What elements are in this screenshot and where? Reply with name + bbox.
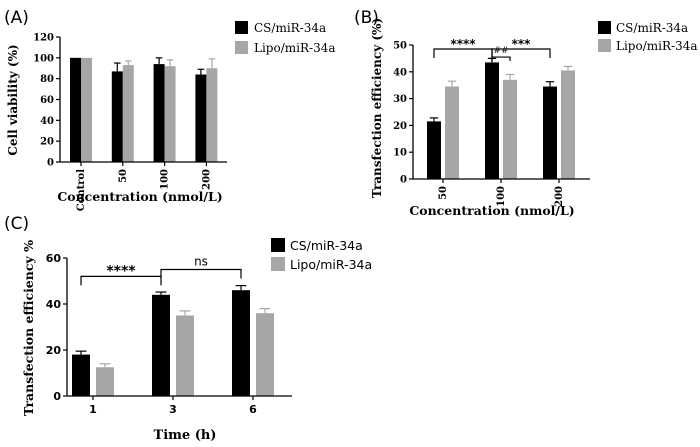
y-tick-label: 120: [33, 33, 54, 44]
x-tick-label: 6: [249, 403, 257, 416]
panel-b-label: (B): [354, 8, 379, 28]
legend-swatch-cs: [271, 238, 285, 252]
bar-lipo-mir-34a-200: [206, 68, 218, 162]
y-tick-label: 0: [400, 175, 407, 186]
significance-label: ****: [450, 37, 476, 51]
legend-label-lipo: Lipo/miR-34a: [616, 39, 698, 53]
legend-swatch-lipo: [271, 257, 285, 271]
bar-lipo-mir-34a-200: [561, 70, 575, 179]
y-tick-label: 40: [40, 116, 54, 127]
y-tick-label: 40: [46, 298, 62, 311]
significance-bracket: [491, 48, 551, 59]
bar-cs-mir-34a-100: [485, 62, 499, 179]
significance-label: ***: [512, 37, 532, 51]
bar-lipo-mir-34a-3: [176, 315, 194, 396]
bar-lipo-mir-34a-6: [256, 313, 274, 396]
bar-cs-mir-34a-100: [153, 64, 165, 162]
x-tick-label: 50: [438, 186, 449, 200]
panel-b: (B) Transfection efficiency (%) Concentr…: [354, 8, 698, 218]
significance-bracket: [160, 268, 242, 279]
bar-lipo-mir-34a-1: [96, 367, 114, 396]
y-tick-label: 10: [393, 148, 407, 159]
bar-cs-mir-34a-200: [543, 86, 557, 179]
bar-cs-mir-34a-50: [427, 121, 441, 179]
y-tick-label: 20: [393, 121, 407, 132]
significance-label: ****: [106, 263, 136, 279]
legend-label-lipo: Lipo/miR-34a: [254, 41, 336, 55]
panel-b-legend: CS/miR-34a Lipo/miR-34a: [598, 21, 698, 53]
x-tick-label: 100: [496, 186, 507, 207]
bar-cs-mir-34a-1: [72, 354, 90, 396]
x-tick-label: 1: [89, 403, 97, 416]
panel-b-ylabel: Transfection efficiency (%): [370, 18, 384, 198]
y-tick-label: 60: [40, 95, 54, 106]
y-tick-label: 40: [393, 67, 407, 78]
panel-a-legend: CS/miR-34a Lipo/miR-34a: [235, 21, 336, 55]
significance-label: ns: [194, 255, 208, 269]
bar-lipo-mir-34a-Control: [81, 57, 92, 163]
legend-swatch-lipo: [598, 39, 611, 52]
legend-label-cs: CS/miR-34a: [254, 21, 326, 35]
y-tick-label: 0: [53, 390, 61, 403]
bar-cs-mir-34a-3: [152, 294, 170, 396]
y-tick-label: 60: [46, 252, 62, 265]
panel-c-label: (C): [4, 214, 29, 234]
bar-cs-mir-34a-50: [111, 71, 123, 162]
y-tick-label: 0: [47, 158, 54, 169]
panel-a: (A) Cell viability (%) Concentration (nm…: [4, 8, 336, 211]
panel-c: (C) Transfection efficiency % Time (h) C…: [4, 214, 372, 443]
x-tick-label: 3: [169, 403, 177, 416]
bar-lipo-mir-34a-50: [122, 65, 134, 162]
panel-c-ylabel: Transfection efficiency %: [21, 240, 36, 416]
y-tick-label: 30: [393, 94, 407, 105]
panel-b-xlabel: Concentration (nmol/L): [409, 203, 574, 218]
legend-swatch-cs: [598, 21, 611, 34]
legend-swatch-cs: [235, 21, 248, 34]
bar-lipo-mir-34a-50: [445, 86, 459, 179]
significance-bracket: [80, 275, 162, 286]
y-tick-label: 20: [46, 344, 62, 357]
panel-a-xlabel: Concentration (nmol/L): [57, 189, 222, 204]
legend-label-cs: CS/miR-34a: [616, 21, 688, 35]
panel-c-legend: CS/miR-34a Lipo/miR-34a: [271, 238, 372, 272]
legend-label-lipo: Lipo/miR-34a: [290, 257, 372, 272]
x-tick-label: 50: [118, 169, 129, 183]
panel-a-ylabel: Cell viability (%): [6, 44, 20, 155]
y-tick-label: 20: [40, 137, 54, 148]
bar-lipo-mir-34a-100: [164, 66, 176, 162]
bar-cs-mir-34a-6: [232, 290, 250, 396]
bar-cs-mir-34a-Control: [70, 57, 81, 163]
x-tick-label: Control: [76, 169, 87, 211]
bar-cs-mir-34a-200: [195, 74, 207, 162]
y-tick-label: 100: [33, 53, 54, 64]
panel-a-label: (A): [4, 8, 29, 28]
significance-bracket: [491, 56, 511, 62]
y-tick-label: 50: [393, 41, 407, 52]
y-tick-label: 80: [40, 74, 54, 85]
legend-swatch-lipo: [235, 41, 248, 54]
x-tick-label: 100: [160, 169, 171, 190]
legend-label-cs: CS/miR-34a: [290, 238, 363, 253]
bar-lipo-mir-34a-100: [503, 79, 517, 179]
significance-label: ##: [493, 46, 508, 56]
x-tick-label: 200: [201, 169, 212, 190]
x-tick-label: 200: [554, 186, 565, 207]
panel-c-xlabel: Time (h): [154, 428, 217, 443]
